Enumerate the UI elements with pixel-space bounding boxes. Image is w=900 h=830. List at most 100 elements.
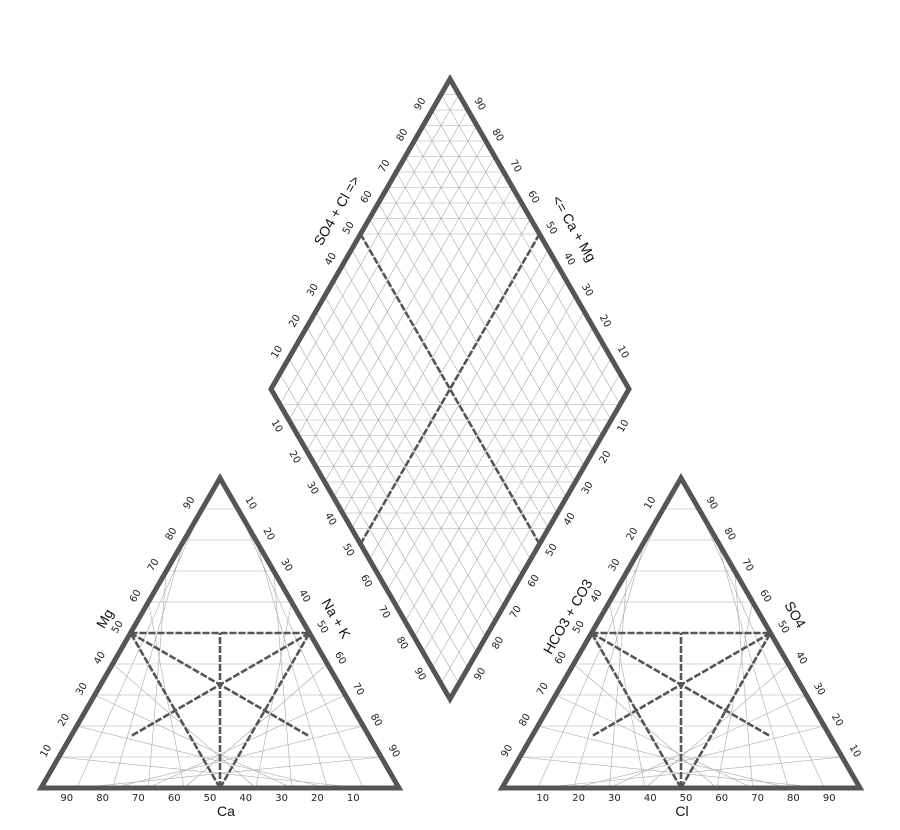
diamond-upper-left-tick: 80 [395, 127, 411, 144]
diamond-upper-left-tick: 60 [359, 189, 375, 206]
diamond-upper-left-tick: 30 [305, 282, 321, 299]
cation-right-tick: 30 [278, 557, 294, 574]
anion-bottom-tick: 30 [608, 793, 621, 804]
anion-bottom-tick: 40 [644, 793, 657, 804]
anion-right-tick: 10 [847, 743, 863, 760]
diamond-lower-left-tick: 80 [394, 635, 410, 652]
anion-right-tick: 60 [757, 588, 773, 605]
cation-grid-line [237, 508, 364, 789]
cation-left-tick: 20 [56, 712, 72, 729]
cation-bottom-tick: 50 [204, 793, 217, 804]
anion-grid-line [716, 539, 789, 789]
anion-bottom-tick: 70 [751, 793, 764, 804]
diamond-lower-left-tick: 10 [269, 418, 285, 435]
diamond-lower-right-tick: 20 [598, 449, 614, 466]
anion-right-tick: 70 [739, 557, 755, 574]
cation-grid-line [58, 756, 364, 789]
diamond-grid-line [279, 373, 460, 684]
cation-left-tick: 90 [182, 495, 198, 512]
anion-grid-line [537, 725, 789, 789]
cation-grid-line [94, 694, 292, 789]
cation-bottom-tick: 20 [311, 793, 324, 804]
anion-division-line [590, 632, 683, 789]
diamond-grid-line [440, 373, 621, 684]
diamond-grid-line [431, 109, 612, 421]
axis-labels: Ca Mg Na + K Cl HCO3 + CO3 SO4 SO4 + Cl … [93, 173, 809, 819]
diamond-upper-left-tick: 10 [269, 344, 285, 361]
diamond-lower-right-tick: 50 [544, 542, 560, 559]
diamond-upper-right-tick: 80 [489, 127, 505, 144]
diamond-grid-line [396, 171, 576, 483]
plot-frames [36, 74, 865, 791]
diamond-lower-left-tick: 40 [322, 511, 338, 528]
diamond-grid-line [351, 249, 531, 560]
anion-bottom-tick: 80 [787, 793, 800, 804]
cation-division-line [129, 631, 311, 738]
diamond-upper-left-tick: 40 [323, 251, 339, 268]
cation-right-tick: 10 [243, 495, 259, 512]
anion-right-tick: 50 [775, 619, 791, 636]
division-lines [129, 233, 772, 789]
diamond-upper-right-tick: 40 [561, 251, 577, 268]
diamond-grid-line [440, 94, 621, 405]
diamond-so4-cl-label: SO4 + Cl => [310, 173, 363, 248]
diamond-grid-line [315, 156, 496, 467]
diamond-lower-left-tick: 20 [286, 449, 302, 466]
anion-grid-line [698, 508, 825, 789]
diamond-frame [268, 74, 632, 704]
cation-division-line [129, 632, 222, 789]
diamond-grid-line [297, 342, 478, 653]
cation-right-tick: 80 [368, 712, 384, 729]
cation-right-tick: 90 [386, 743, 402, 760]
diamond-lower-right-tick: 60 [526, 573, 542, 590]
grid-lines [58, 94, 843, 789]
diamond-grid-line [387, 187, 567, 498]
diamond-grid-line [297, 125, 478, 436]
diamond-grid-line [413, 140, 594, 452]
anion-left-tick: 30 [607, 557, 623, 574]
diamond-upper-left-tick: 50 [341, 220, 357, 237]
diamond-grid-line [369, 218, 549, 529]
cation-bottom-tick: 40 [239, 793, 252, 804]
cation-triangle-frame [36, 473, 404, 791]
cation-right-tick: 20 [260, 526, 276, 543]
cation-left-tick: 80 [164, 526, 180, 543]
diamond-upper-right-tick: 50 [543, 220, 559, 237]
anion-cl-label: Cl [675, 803, 688, 819]
anion-bottom-tick: 10 [536, 793, 549, 804]
diamond-lower-right-tick: 10 [616, 418, 632, 435]
diamond-upper-right-tick: 70 [507, 158, 523, 175]
diamond-grid-line [333, 280, 513, 591]
diamond-lower-right-tick: 70 [508, 604, 524, 621]
anion-left-tick: 70 [535, 681, 551, 698]
cation-bottom-tick: 80 [96, 793, 109, 804]
cation-right-tick: 40 [296, 588, 312, 605]
anion-triangle-frame [497, 473, 865, 791]
anion-left-tick: 20 [625, 526, 641, 543]
diamond-grid-line [369, 249, 549, 560]
diamond-upper-right-tick: 90 [472, 96, 488, 113]
diamond-upper-right-tick: 30 [579, 282, 595, 299]
anion-grid-line [734, 570, 753, 789]
cation-right-tick: 60 [332, 650, 348, 667]
anion-left-tick: 80 [517, 712, 533, 729]
cation-right-tick: 50 [314, 619, 330, 636]
anion-grid-line [555, 694, 753, 789]
diamond-lower-left-tick: 70 [376, 604, 392, 621]
anion-left-tick: 10 [643, 495, 659, 512]
diamond-lower-right-tick: 30 [580, 480, 596, 497]
anion-right-tick: 20 [829, 712, 845, 729]
cation-grid-line [255, 539, 328, 789]
cation-left-tick: 40 [92, 650, 108, 667]
anion-bottom-tick: 20 [572, 793, 585, 804]
diamond-grid-line [351, 218, 531, 529]
cation-division-line [218, 632, 311, 789]
diamond-upper-right-tick: 10 [615, 344, 631, 361]
anion-division-line [590, 631, 772, 738]
diamond-upper-right-tick: 60 [525, 189, 541, 206]
anion-grid-line [519, 756, 825, 789]
diamond-lower-left-tick: 60 [358, 573, 374, 590]
diamond-lower-right-tick: 90 [472, 666, 488, 683]
anion-bottom-tick: 90 [823, 793, 836, 804]
